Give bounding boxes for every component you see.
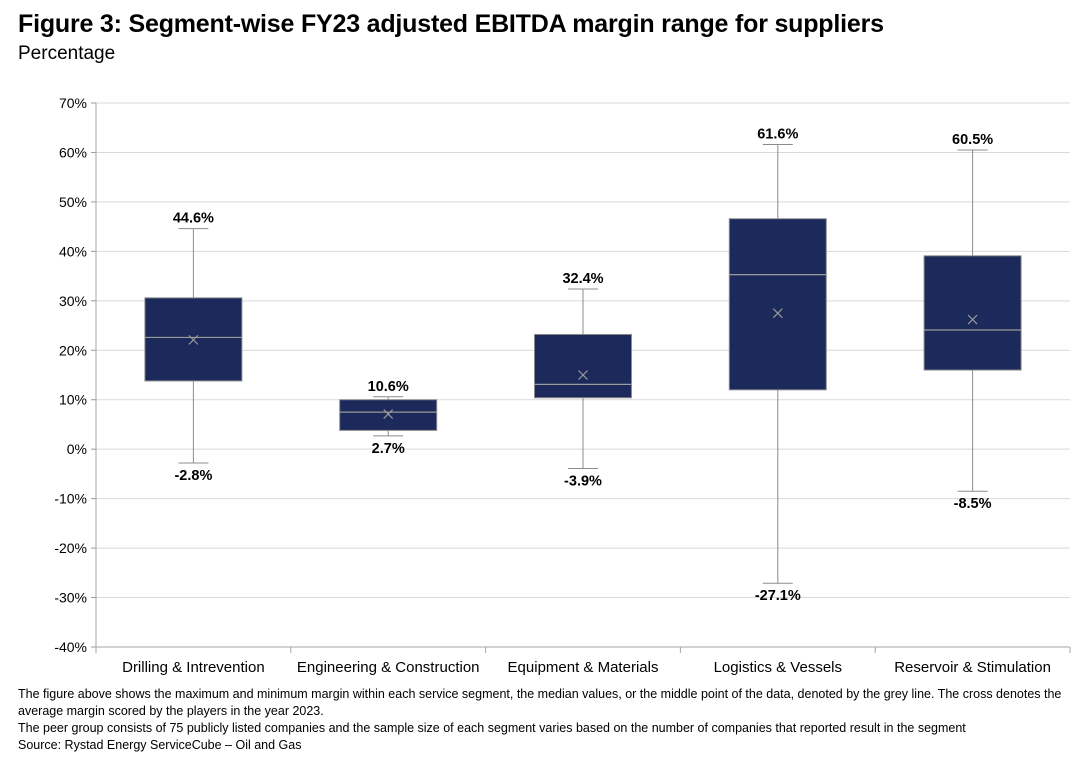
min-data-label: -3.9% <box>564 473 602 489</box>
y-tick-label: -30% <box>54 590 87 606</box>
x-category-label: Reservoir & Stimulation <box>894 659 1051 676</box>
x-category-label: Equipment & Materials <box>508 659 659 676</box>
mean-marker <box>772 308 783 319</box>
y-tick-label: 30% <box>59 293 87 309</box>
y-tick-label: -20% <box>54 540 87 556</box>
max-data-label: 10.6% <box>368 379 409 395</box>
y-tick-label: -10% <box>54 491 87 507</box>
max-data-label: 44.6% <box>173 211 214 227</box>
iqr-box <box>923 255 1022 371</box>
note-peer-group: The peer group consists of 75 publicly l… <box>18 721 966 735</box>
chart-title: Figure 3: Segment-wise FY23 adjusted EBI… <box>18 10 884 38</box>
max-data-label: 60.5% <box>952 132 993 148</box>
y-tick-label: 70% <box>59 95 87 111</box>
note-methodology: The figure above shows the maximum and m… <box>18 687 1062 718</box>
mean-marker <box>383 409 394 419</box>
source-note: Source: Rystad Energy ServiceCube – Oil … <box>18 738 302 752</box>
min-data-label: -8.5% <box>954 496 992 512</box>
max-data-label: 32.4% <box>562 271 603 287</box>
mean-marker <box>967 314 978 325</box>
y-tick-label: 50% <box>59 194 87 210</box>
y-tick-label: 0% <box>67 441 87 457</box>
iqr-box <box>728 218 827 391</box>
y-tick-label: 20% <box>59 342 87 358</box>
iqr-box <box>339 399 438 431</box>
min-data-label: 2.7% <box>372 441 405 457</box>
y-tick-label: 10% <box>59 392 87 408</box>
min-data-label: -27.1% <box>755 588 801 604</box>
y-tick-label: 40% <box>59 243 87 259</box>
x-category-label: Engineering & Construction <box>297 659 480 676</box>
y-tick-label: -40% <box>54 639 87 655</box>
y-tick-label: 60% <box>59 144 87 160</box>
mean-marker <box>578 370 588 380</box>
x-category-label: Drilling & Intrevention <box>122 659 265 676</box>
mean-marker <box>188 334 199 345</box>
chart-notes: The figure above shows the maximum and m… <box>18 686 1068 754</box>
max-data-label: 61.6% <box>757 127 798 143</box>
chart-subtitle: Percentage <box>18 43 116 64</box>
x-category-label: Logistics & Vessels <box>714 659 842 676</box>
min-data-label: -2.8% <box>174 468 212 484</box>
iqr-box <box>534 333 632 399</box>
